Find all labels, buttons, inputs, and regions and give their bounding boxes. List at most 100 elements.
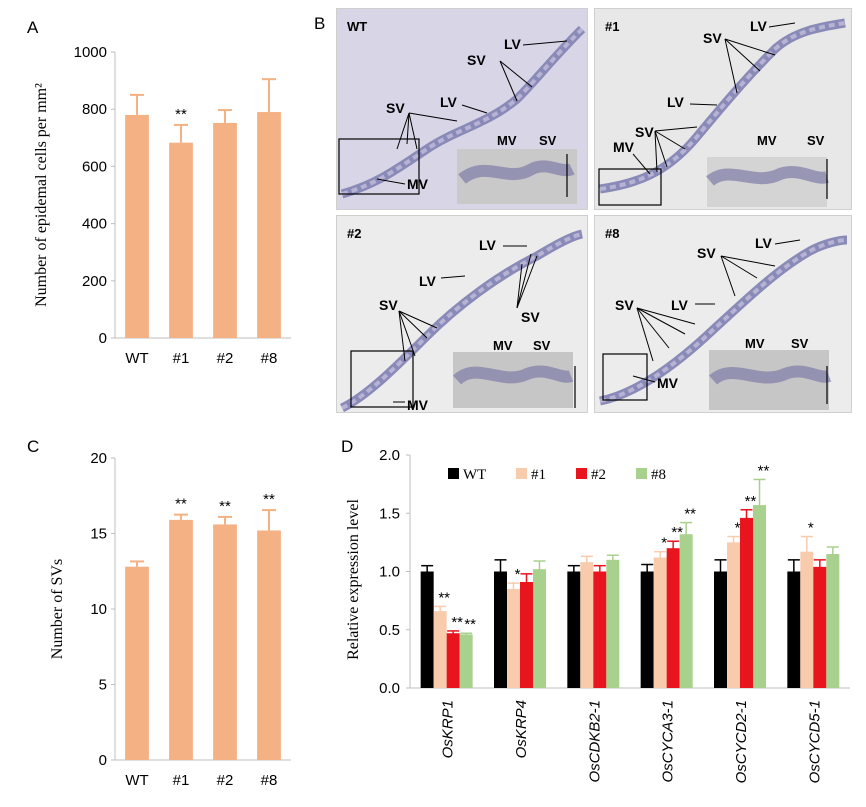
micro-label: LV: [750, 18, 768, 34]
micro-label: SV: [379, 297, 398, 313]
legend-label: #1: [531, 467, 546, 483]
micrograph-tag: WT: [347, 19, 367, 34]
bar: [787, 571, 801, 688]
bar: [459, 634, 473, 688]
bar: [420, 571, 434, 688]
micro-label: MV: [757, 133, 777, 148]
micro-label: LV: [755, 235, 773, 251]
chart-d: 0.00.51.01.52.0**** **OsKRP1*OsKRP4 OsCDKB…: [345, 447, 850, 783]
significance-label: **: [219, 498, 231, 515]
x-tick-label: WT: [125, 772, 148, 789]
panel-letter-d: D: [341, 437, 354, 456]
bar: [567, 571, 581, 688]
micrograph-2: #2 LV LV SV SV MV MV SV: [336, 215, 588, 413]
bar: [520, 581, 533, 688]
bar: [257, 112, 281, 338]
bar: [593, 571, 607, 688]
micrograph-tag: #1: [605, 19, 619, 34]
bar: [213, 122, 237, 338]
x-tick-label: #2: [217, 772, 234, 789]
micro-label: SV: [635, 124, 654, 140]
y-tick-label: 10: [90, 601, 107, 618]
micro-label: MV: [613, 139, 635, 155]
micrograph-tag: #2: [347, 226, 361, 241]
y-tick-label: 0.5: [379, 622, 400, 639]
y-tick-label: 400: [82, 216, 107, 233]
significance-label: *: [661, 535, 667, 552]
y-tick-label: 0: [99, 330, 107, 347]
significance-label: **: [438, 589, 450, 606]
significance-label: *: [735, 520, 741, 537]
micro-label: SV: [386, 100, 405, 116]
x-tick-label: OsKRP4: [513, 700, 530, 758]
x-tick-label: #2: [217, 350, 234, 367]
bar: [640, 571, 654, 688]
micro-label: SV: [807, 133, 825, 148]
micro-label: MV: [745, 336, 765, 351]
legend-label: #2: [591, 467, 606, 483]
bar: [800, 551, 814, 688]
y-tick-label: 600: [82, 158, 107, 175]
panel-letter-a: A: [27, 18, 39, 37]
micro-label: LV: [479, 237, 497, 253]
micro-label: SV: [615, 297, 634, 313]
micro-label: MV: [497, 133, 517, 148]
bar: [494, 571, 507, 688]
bar: [257, 530, 281, 760]
x-tick-label: #1: [173, 772, 190, 789]
bar: [753, 505, 766, 688]
bar: [813, 566, 827, 688]
legend-label: WT: [463, 467, 486, 483]
y-tick-label: 2.0: [379, 447, 400, 464]
y-axis-label: Number of epidemal cells per mm²: [33, 83, 50, 307]
bar: [125, 566, 149, 760]
legend-swatch: [576, 468, 587, 479]
x-tick-label: WT: [125, 350, 148, 367]
significance-label: **: [758, 462, 770, 479]
significance-label: **: [745, 493, 757, 510]
micrograph-wt: WT LV SV LV SV MV MV SV: [336, 8, 588, 210]
bar: [533, 569, 546, 688]
micro-label: MV: [657, 375, 679, 391]
micro-label: MV: [493, 338, 513, 353]
x-tick-label: #8: [261, 772, 278, 789]
significance-label: **: [263, 491, 275, 508]
bar: [446, 633, 460, 688]
micro-label: MV: [407, 176, 429, 192]
panel-letter-c: C: [27, 437, 40, 456]
bar: [666, 548, 680, 688]
y-tick-label: 0: [99, 752, 107, 769]
micro-label: LV: [504, 36, 522, 52]
legend-swatch: [636, 468, 647, 479]
x-tick-label: #1: [173, 350, 190, 367]
micro-label: SV: [703, 30, 722, 46]
y-tick-label: 1.5: [379, 505, 400, 522]
significance-label: **: [175, 496, 187, 513]
micro-label: SV: [533, 338, 551, 353]
x-tick-label: OsKRP1: [440, 700, 457, 758]
bar: [125, 114, 149, 338]
y-tick-label: 1000: [74, 44, 107, 61]
significance-label: **: [684, 506, 696, 523]
bar: [727, 542, 740, 688]
bar: [213, 524, 237, 760]
legend-swatch: [448, 468, 459, 479]
chart-c: 0 5 10 15 20 WT ** #1 ** #2 ** #8 Number of SVs: [49, 450, 291, 789]
micrograph-1: #1 LV SV LV SV MV MV SV: [594, 8, 852, 210]
y-tick-label: 1.0: [379, 564, 400, 581]
y-tick-label: 5: [99, 677, 107, 694]
significance-label: **: [451, 614, 463, 631]
bar: [679, 534, 693, 688]
significance-label: **: [671, 524, 683, 541]
y-tick-label: 200: [82, 273, 107, 290]
micro-label: SV: [697, 245, 716, 261]
micro-label: MV: [407, 397, 429, 412]
bar: [169, 519, 193, 760]
micrograph-tag: #8: [605, 226, 619, 241]
y-axis-label: Number of SVs: [49, 559, 66, 659]
bar: [653, 557, 667, 688]
bar: [740, 517, 753, 688]
micro-label: LV: [667, 94, 685, 110]
y-tick-label: 800: [82, 101, 107, 118]
micro-label: SV: [539, 133, 557, 148]
